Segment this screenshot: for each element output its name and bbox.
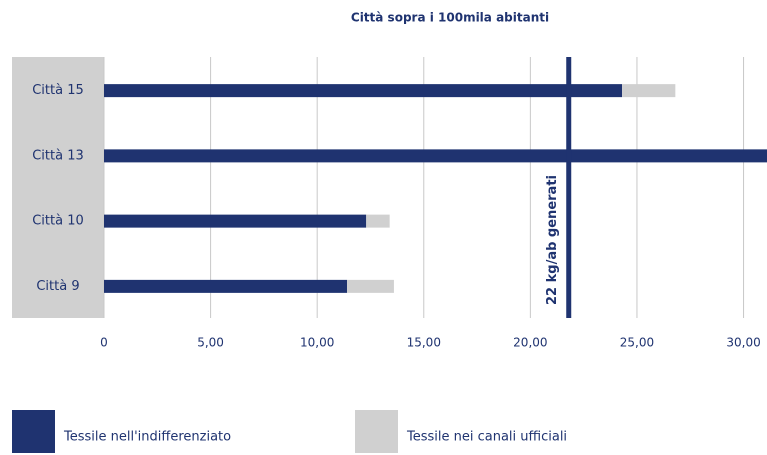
y-tick-label: Città 13 [32,148,84,163]
legend-label: Tessile nei canali ufficiali [406,430,567,445]
chart-title: Città sopra i 100mila abitanti [351,11,549,25]
y-tick-label: Città 10 [32,214,84,229]
y-tick-label: Città 15 [32,83,84,98]
bar [622,84,676,98]
x-tick-label: 30,00 [726,336,760,350]
bar [104,84,623,98]
legend-swatch [12,410,55,453]
bar [347,279,394,293]
x-tick-label: 10,00 [300,336,334,350]
x-tick-label: 15,00 [407,336,441,350]
y-tick-label: Città 9 [36,279,79,294]
x-tick-label: 5,00 [197,336,224,350]
bar [104,149,767,163]
bar [104,214,367,228]
category-band [12,57,104,318]
x-tick-label: 20,00 [513,336,547,350]
bar [104,279,348,293]
x-tick-label: 0 [100,336,108,350]
legend-swatch [355,410,398,453]
reference-label: 22 kg/ab generati [545,175,560,305]
x-tick-label: 25,00 [620,336,654,350]
legend-label: Tessile nell'indifferenziato [63,430,231,445]
bar [366,214,390,228]
